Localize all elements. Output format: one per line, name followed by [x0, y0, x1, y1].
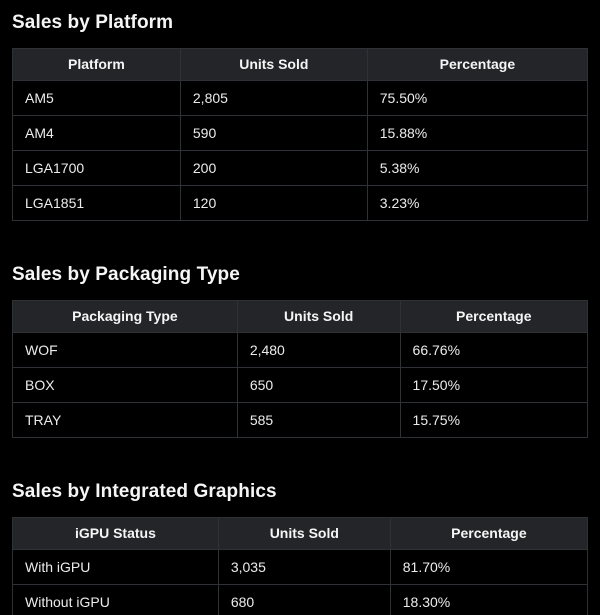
- table-cell-units: 680: [217, 584, 391, 615]
- table-cell-packaging: BOX: [12, 367, 238, 403]
- table-cell-platform: AM4: [12, 115, 181, 151]
- table-cell-percentage: 3.23%: [366, 185, 589, 221]
- table-row: BOX 650 17.50%: [12, 367, 589, 403]
- table-cell-percentage: 15.75%: [399, 402, 589, 438]
- table-cell-percentage: 75.50%: [366, 80, 589, 116]
- table-cell-units: 585: [236, 402, 401, 438]
- table-cell-platform: AM5: [12, 80, 181, 116]
- table-header-row: iGPU Status Units Sold Percentage: [12, 517, 589, 550]
- section-title: Sales by Platform: [12, 12, 174, 33]
- table-cell-platform: LGA1851: [12, 185, 181, 221]
- column-header-units-sold: Units Sold: [236, 300, 401, 333]
- section-title: Sales by Integrated Graphics: [12, 481, 277, 502]
- column-header-units-sold: Units Sold: [179, 48, 368, 81]
- table-cell-platform: LGA1700: [12, 150, 181, 186]
- table-cell-units: 120: [179, 185, 368, 221]
- table-row: AM5 2,805 75.50%: [12, 80, 589, 116]
- table-row: With iGPU 3,035 81.70%: [12, 549, 589, 585]
- column-header-percentage: Percentage: [399, 300, 589, 333]
- table-cell-percentage: 15.88%: [366, 115, 589, 151]
- platform-sales-table: Platform Units Sold Percentage AM5 2,805…: [12, 48, 589, 221]
- table-row: TRAY 585 15.75%: [12, 402, 589, 438]
- table-row: Without iGPU 680 18.30%: [12, 584, 589, 615]
- column-header-units-sold: Units Sold: [217, 517, 391, 550]
- table-cell-units: 3,035: [217, 549, 391, 585]
- table-cell-igpu-status: Without iGPU: [12, 584, 219, 615]
- table-cell-percentage: 81.70%: [389, 549, 589, 585]
- igpu-sales-table: iGPU Status Units Sold Percentage With i…: [12, 517, 589, 615]
- column-header-platform: Platform: [12, 48, 181, 81]
- section-title: Sales by Packaging Type: [12, 264, 240, 285]
- table-cell-units: 590: [179, 115, 368, 151]
- table-cell-percentage: 18.30%: [389, 584, 589, 615]
- section-sales-by-packaging-type: Sales by Packaging Type Packaging Type U…: [12, 264, 589, 438]
- table-cell-units: 2,480: [236, 332, 401, 368]
- table-cell-igpu-status: With iGPU: [12, 549, 219, 585]
- column-header-percentage: Percentage: [389, 517, 589, 550]
- table-cell-units: 650: [236, 367, 401, 403]
- table-row: LGA1700 200 5.38%: [12, 150, 589, 186]
- table-cell-packaging: TRAY: [12, 402, 238, 438]
- table-cell-percentage: 17.50%: [399, 367, 589, 403]
- column-header-igpu-status: iGPU Status: [12, 517, 219, 550]
- table-cell-units: 2,805: [179, 80, 368, 116]
- table-cell-percentage: 5.38%: [366, 150, 589, 186]
- table-header-row: Packaging Type Units Sold Percentage: [12, 300, 589, 333]
- section-sales-by-integrated-graphics: Sales by Integrated Graphics iGPU Status…: [12, 481, 589, 615]
- column-header-packaging-type: Packaging Type: [12, 300, 238, 333]
- table-cell-percentage: 66.76%: [399, 332, 589, 368]
- table-header-row: Platform Units Sold Percentage: [12, 48, 589, 81]
- table-row: LGA1851 120 3.23%: [12, 185, 589, 221]
- section-sales-by-platform: Sales by Platform Platform Units Sold Pe…: [12, 12, 589, 221]
- table-row: WOF 2,480 66.76%: [12, 332, 589, 368]
- table-row: AM4 590 15.88%: [12, 115, 589, 151]
- packaging-sales-table: Packaging Type Units Sold Percentage WOF…: [12, 300, 589, 438]
- table-cell-units: 200: [179, 150, 368, 186]
- column-header-percentage: Percentage: [366, 48, 589, 81]
- table-cell-packaging: WOF: [12, 332, 238, 368]
